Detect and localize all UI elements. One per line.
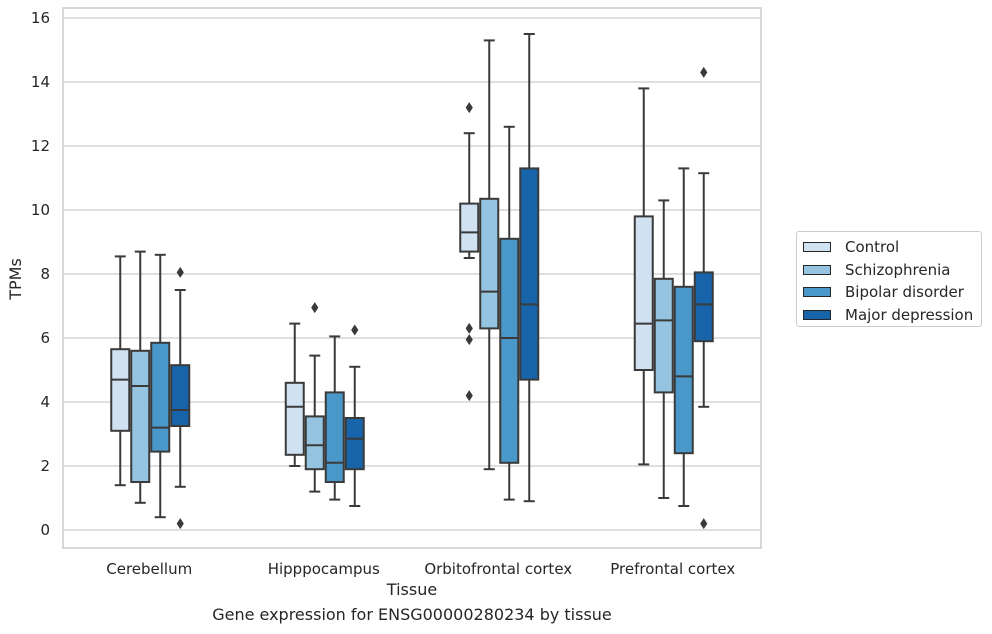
outlier-point (176, 266, 184, 278)
box-iqr (170, 364, 191, 428)
legend: Control Schizophrenia Bipolar disorder Majo… (796, 231, 982, 327)
box-control (633, 87, 654, 466)
box-control (284, 322, 305, 467)
y-tick-label: 16 (31, 9, 50, 27)
outlier-point (176, 518, 184, 530)
box-schizophrenia (479, 39, 500, 471)
y-tick-label: 6 (40, 329, 50, 347)
outlier-point (465, 334, 473, 346)
chart-caption: Gene expression for ENSG00000280234 by t… (212, 605, 612, 624)
x-axis-label: Tissue (386, 580, 437, 599)
y-tick-label: 0 (40, 521, 50, 539)
outlier-point (700, 518, 708, 530)
outlier-point (465, 390, 473, 402)
legend-swatch (803, 287, 831, 298)
box-iqr (499, 237, 520, 464)
box-control (110, 255, 131, 487)
box-bipolar-disorder (673, 167, 694, 507)
x-tick-label: Prefrontal cortex (610, 560, 735, 578)
x-tick-label: Hipppocampus (268, 560, 380, 578)
y-tick-label: 2 (40, 457, 50, 475)
y-axis-label: TPMs (6, 258, 25, 301)
outlier-point (465, 322, 473, 334)
legend-label: Control (845, 238, 900, 257)
y-tick-label: 8 (40, 265, 50, 283)
plot-frame (62, 7, 762, 549)
legend-swatch (803, 309, 831, 320)
y-tick-label: 4 (40, 393, 50, 411)
box-major-depression (170, 266, 191, 530)
box-iqr (150, 341, 171, 453)
box-bipolar-disorder (150, 253, 171, 519)
legend-item: Major depression (803, 304, 981, 327)
box-major-depression (344, 324, 365, 507)
box-iqr (693, 271, 714, 343)
box-schizophrenia (130, 250, 151, 504)
outlier-point (465, 102, 473, 114)
legend-label: Bipolar disorder (845, 283, 964, 302)
y-tick-label: 12 (31, 137, 50, 155)
box-iqr (479, 197, 500, 330)
outlier-point (700, 66, 708, 78)
y-tick-labels: 0 2 4 6 8 10 12 14 16 (31, 9, 50, 539)
box-iqr (284, 381, 305, 456)
box-bipolar-disorder (499, 125, 520, 501)
box-iqr (653, 277, 674, 394)
y-tick-label: 14 (31, 73, 50, 91)
legend-item: Control (803, 236, 981, 259)
box-schizophrenia (653, 199, 674, 499)
box-groups (110, 33, 714, 530)
box-iqr (459, 202, 480, 253)
legend-label: Schizophrenia (845, 260, 951, 279)
x-tick-labels: Cerebellum Hipppocampus Orbitofrontal cort… (106, 560, 735, 578)
box-iqr (130, 349, 151, 483)
outlier-point (311, 302, 319, 314)
legend-item: Bipolar disorder (803, 281, 981, 304)
box-iqr (519, 167, 540, 381)
box-iqr (110, 348, 131, 432)
box-iqr (324, 391, 345, 483)
box-bipolar-disorder (324, 335, 345, 501)
box-major-depression (519, 33, 540, 503)
legend-swatch (803, 242, 831, 253)
legend-item: Schizophrenia (803, 259, 981, 282)
y-tick-label: 10 (31, 201, 50, 219)
x-tick-label: Cerebellum (106, 560, 192, 578)
grid-lines (63, 17, 761, 531)
legend-swatch (803, 264, 831, 275)
outlier-point (351, 324, 359, 336)
box-schizophrenia (304, 302, 325, 493)
box-control (459, 102, 480, 402)
box-iqr (633, 215, 654, 371)
box-iqr (673, 285, 694, 455)
box-iqr (304, 415, 325, 471)
legend-label: Major depression (845, 305, 974, 324)
box-iqr (344, 417, 365, 471)
box-major-depression (693, 66, 714, 530)
x-tick-label: Orbitofrontal cortex (424, 560, 572, 578)
